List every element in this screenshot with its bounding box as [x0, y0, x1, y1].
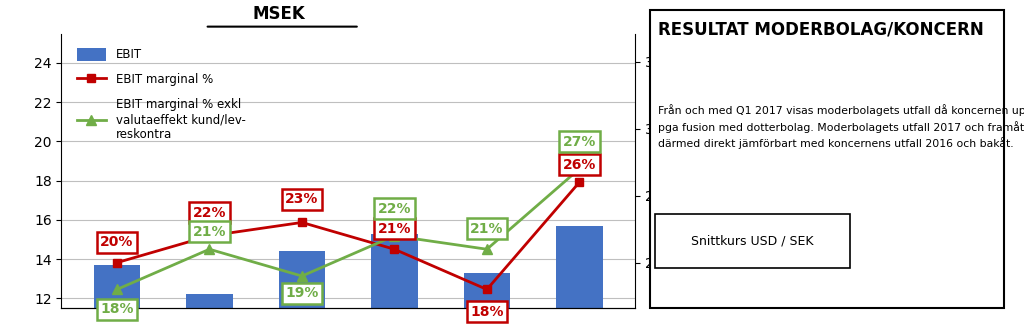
- Text: RESULTAT MODERBOLAG/KONCERN: RESULTAT MODERBOLAG/KONCERN: [658, 20, 984, 38]
- Text: 21%: 21%: [378, 222, 412, 236]
- EBIT marginal % exkl
valutaeffekt kund/lev-
reskontra: [111, 287, 123, 291]
- EBIT marginal %: [388, 247, 400, 251]
- Text: 21%: 21%: [193, 224, 226, 239]
- Line: EBIT marginal %: EBIT marginal %: [113, 178, 584, 293]
- Bar: [464, 273, 510, 335]
- EBIT marginal % exkl
valutaeffekt kund/lev-
reskontra: [480, 247, 493, 251]
- Legend: EBIT, EBIT marginal %, EBIT marginal % exkl
valutaeffekt kund/lev-
reskontra: EBIT, EBIT marginal %, EBIT marginal % e…: [73, 45, 249, 145]
- Text: Från och med Q1 2017 visas moderbolagets utfall då koncernen upphört
pga fusion : Från och med Q1 2017 visas moderbolagets…: [658, 104, 1024, 149]
- Bar: [556, 226, 602, 335]
- EBIT marginal % exkl
valutaeffekt kund/lev-
reskontra: [388, 234, 400, 238]
- Bar: [94, 265, 140, 335]
- Text: 22%: 22%: [193, 206, 226, 220]
- EBIT marginal % exkl
valutaeffekt kund/lev-
reskontra: [296, 274, 308, 278]
- Text: 27%: 27%: [563, 135, 596, 149]
- Bar: [372, 233, 418, 335]
- Bar: [279, 251, 325, 335]
- Text: 22%: 22%: [378, 202, 412, 216]
- Text: 26%: 26%: [563, 157, 596, 172]
- Text: 21%: 21%: [470, 222, 504, 236]
- EBIT marginal % exkl
valutaeffekt kund/lev-
reskontra: [204, 247, 216, 251]
- Text: 19%: 19%: [286, 286, 318, 300]
- EBIT marginal %: [573, 180, 586, 184]
- EBIT marginal %: [480, 287, 493, 291]
- Text: Snittkurs USD / SEK: Snittkurs USD / SEK: [691, 235, 814, 248]
- Text: MSEK: MSEK: [253, 4, 306, 22]
- EBIT marginal %: [204, 234, 216, 238]
- Text: 18%: 18%: [470, 305, 504, 319]
- Text: 20%: 20%: [100, 235, 133, 249]
- EBIT marginal %: [111, 261, 123, 265]
- Text: 23%: 23%: [286, 192, 318, 206]
- EBIT marginal % exkl
valutaeffekt kund/lev-
reskontra: [573, 167, 586, 171]
- Text: 18%: 18%: [100, 302, 134, 316]
- Line: EBIT marginal % exkl
valutaeffekt kund/lev-
reskontra: EBIT marginal % exkl valutaeffekt kund/l…: [112, 164, 585, 294]
- Bar: [186, 294, 232, 335]
- EBIT marginal %: [296, 220, 308, 224]
